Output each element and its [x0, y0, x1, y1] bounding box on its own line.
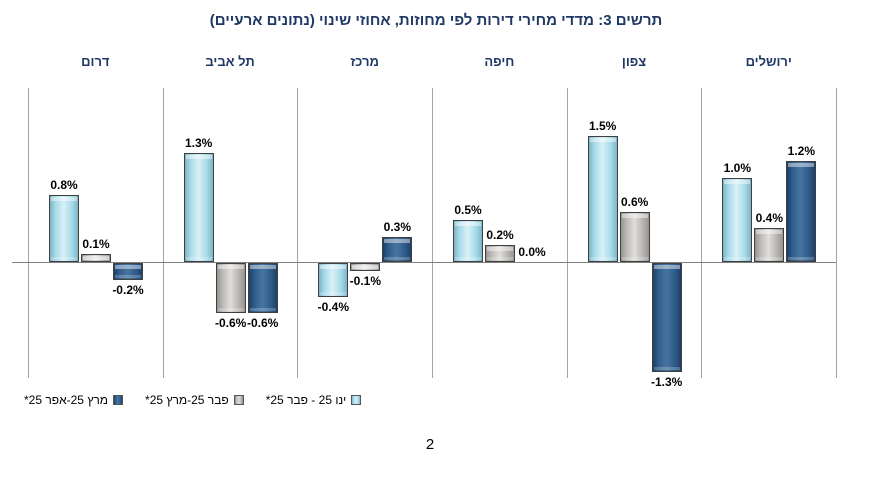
bar-value-label: 0.2%	[486, 228, 514, 242]
bar	[485, 245, 516, 262]
district-panel: 1.0% 0.4% 1.2%	[701, 88, 836, 378]
bar	[247, 263, 278, 313]
bar-value-label: 1.3%	[184, 136, 213, 150]
panel-header: דרום	[81, 54, 110, 69]
bar-value-label: -1.3%	[651, 375, 683, 389]
legend-label: מרץ 25-אפר 25*	[24, 393, 109, 407]
bar	[722, 178, 753, 262]
bar-value-label: 1.5%	[589, 119, 617, 133]
bar-value-label: 0.5%	[454, 203, 482, 217]
zero-baseline	[12, 262, 836, 263]
panel-header: תל אביב	[205, 54, 255, 69]
legend-item: ינו 25 - פבר 25*	[266, 393, 362, 407]
bar-value-label: 0.6%	[621, 195, 649, 209]
bar-value-label: 0.0%	[518, 245, 546, 259]
district-panel: 0.8% 0.1% -0.2%	[28, 88, 163, 378]
bar	[49, 195, 79, 262]
legend-swatch	[113, 395, 124, 405]
bar	[786, 161, 817, 262]
bar-value-label: 0.8%	[50, 178, 78, 192]
bar	[81, 254, 111, 262]
district-panel: 1.3% -0.6% -0.6%	[162, 88, 298, 378]
bar	[350, 263, 381, 271]
district-panel: -0.4% -0.1% 0.3%	[297, 88, 432, 378]
bar	[318, 263, 349, 297]
panel-header: מרכז	[350, 54, 379, 69]
bar	[754, 228, 785, 262]
bar-value-label: 0.1%	[82, 237, 110, 251]
bar	[619, 212, 650, 262]
bar-value-label: -0.6%	[214, 316, 247, 330]
legend-label: פבר 25-מרץ 25*	[145, 393, 229, 407]
chart-title: תרשים 3: מדדי מחירי דירות לפי מחוזות, אח…	[209, 12, 663, 29]
bar-value-label: -0.4%	[317, 300, 350, 314]
bar-value-label: 0.4%	[755, 211, 784, 225]
plot-area: 0.8% 0.1% -0.2% 1.3% -0.6% -0.6% -0.4% -0.1% 0.3…	[28, 88, 837, 389]
page-number: 2	[425, 436, 435, 453]
bar-value-label: -0.2%	[112, 283, 144, 297]
bar	[587, 136, 618, 262]
bar-value-label: 0.3%	[383, 220, 412, 234]
district-panel: 0.5% 0.2% 0.0%	[432, 88, 567, 378]
bar	[382, 237, 413, 262]
bar-value-label: 1.0%	[723, 161, 752, 175]
bar-value-label: -0.1%	[349, 274, 382, 288]
legend-swatch	[233, 395, 244, 405]
legend: מרץ 25-אפר 25* פבר 25-מרץ 25* ינו 25 - פבר…	[24, 393, 362, 407]
panel-header: צפון	[621, 54, 647, 69]
bar	[651, 263, 682, 372]
legend-swatch	[351, 395, 362, 405]
bar	[453, 220, 484, 262]
legend-item: מרץ 25-אפר 25*	[24, 393, 124, 407]
bar	[113, 263, 143, 280]
bar	[183, 153, 214, 262]
district-panel: 1.5% 0.6% -1.3%	[566, 88, 702, 389]
legend-item: פבר 25-מרץ 25*	[145, 393, 244, 407]
bar-value-label: 1.2%	[787, 144, 816, 158]
bar-value-label: -0.6%	[246, 316, 279, 330]
legend-label: ינו 25 - פבר 25*	[265, 393, 347, 407]
bar	[215, 263, 246, 313]
panel-headers-row: דרום תל אביב מרכז חיפה צפון ירושלים	[28, 54, 836, 69]
panel-header: ירושלים	[745, 54, 792, 69]
panel-header: חיפה	[484, 54, 515, 69]
